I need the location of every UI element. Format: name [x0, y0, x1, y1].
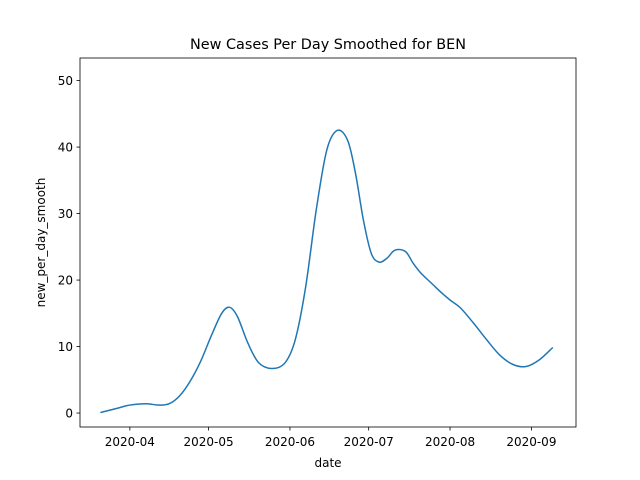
chart-title: New Cases Per Day Smoothed for BEN	[190, 37, 466, 53]
series-line-0	[100, 129, 554, 414]
x-tick-label: 2020-09	[506, 435, 556, 449]
x-tick-label: 2020-04	[105, 435, 155, 449]
x-tick-label: 2020-08	[425, 435, 475, 449]
y-tick-label: 50	[58, 74, 73, 88]
y-tick-label: 0	[65, 407, 73, 421]
x-axis-label: date	[314, 456, 341, 470]
x-tick-label: 2020-05	[184, 435, 234, 449]
y-tick-label: 20	[58, 274, 73, 288]
y-tick-label: 40	[58, 141, 73, 155]
series-layer	[100, 129, 554, 414]
y-tick-label: 10	[58, 340, 73, 354]
x-tick-label: 2020-07	[344, 435, 394, 449]
x-axis: 2020-04 2020-05 2020-06 2020-07 2020-08 2020-…	[105, 427, 556, 449]
y-axis-label: new_per_day_smooth	[34, 178, 48, 308]
y-axis: 0 10 20 30 40 50	[58, 74, 80, 421]
plot-area-frame	[79, 57, 577, 428]
x-tick-label: 2020-06	[265, 435, 315, 449]
y-tick-label: 30	[58, 207, 73, 221]
